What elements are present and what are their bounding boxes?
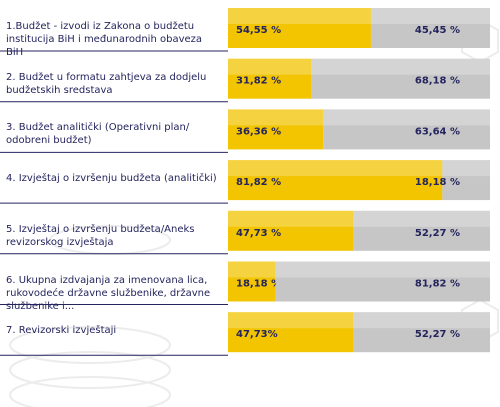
value-label: 47,73%: [236, 329, 278, 340]
bar-segment: [228, 8, 371, 48]
bar-segment: [228, 261, 276, 302]
value-label: 31,82 %: [236, 76, 281, 87]
value-label: 68,18 %: [415, 76, 460, 87]
category-label: 3. Budžet analitički (Operativni plan/ o…: [6, 122, 190, 147]
bar-shade: [228, 8, 371, 24]
bar-segment: [228, 210, 354, 251]
category-label: 5. Izvještaj o izvršenju budžeta/Aneks r…: [6, 223, 195, 248]
bar-shade: [442, 160, 490, 177]
value-label: 52,27 %: [415, 228, 460, 239]
bar-segment: [311, 58, 490, 99]
bar-shade: [353, 312, 490, 329]
value-label: 81,82 %: [415, 279, 460, 290]
category-label: 7. Revizorski izvještaji: [6, 325, 117, 337]
bar-segment: [228, 160, 443, 201]
bar-shade: [228, 58, 312, 75]
value-label: 45,45 %: [415, 25, 460, 36]
bar-shade: [228, 160, 443, 177]
bar-shade: [228, 261, 276, 278]
value-label: 54,55 %: [236, 25, 281, 36]
category-label: 4. Izvještaj o izvršenju budžeta (analit…: [6, 173, 217, 185]
bar-segment: [353, 210, 490, 251]
category-label: 2. Budžet u formatu zahtjeva za dodjelu …: [6, 71, 207, 96]
value-label: 47,73 %: [236, 228, 281, 239]
bar-segment: [323, 109, 490, 150]
bar-shade: [228, 210, 354, 227]
bar-shade: [275, 261, 490, 278]
value-label: 63,64 %: [415, 126, 460, 137]
value-label: 18,18 %: [236, 279, 281, 290]
bar-segment: [228, 58, 312, 99]
bar-shade: [228, 109, 324, 126]
bar-segment: [228, 312, 354, 353]
value-label: 18,18 %: [415, 177, 460, 188]
bar-segment: [353, 312, 490, 353]
category-label: 1.Budžet - izvodi iz Zakona o budžetu in…: [6, 21, 203, 58]
bar-segment: [275, 261, 490, 302]
bar-shade: [353, 210, 490, 227]
bar-shade: [311, 58, 490, 75]
bar-segment: [228, 109, 324, 150]
value-label: 36,36 %: [236, 126, 281, 137]
bar-shade: [370, 8, 490, 24]
category-label: 6. Ukupna izdvajanja za imenovana lica, …: [6, 274, 211, 312]
bar-shade: [323, 109, 490, 126]
bar-shade: [228, 312, 354, 329]
bar-segment: [442, 160, 490, 201]
value-label: 81,82 %: [236, 177, 281, 188]
bar-segment: [370, 8, 490, 48]
value-label: 52,27 %: [415, 329, 460, 340]
